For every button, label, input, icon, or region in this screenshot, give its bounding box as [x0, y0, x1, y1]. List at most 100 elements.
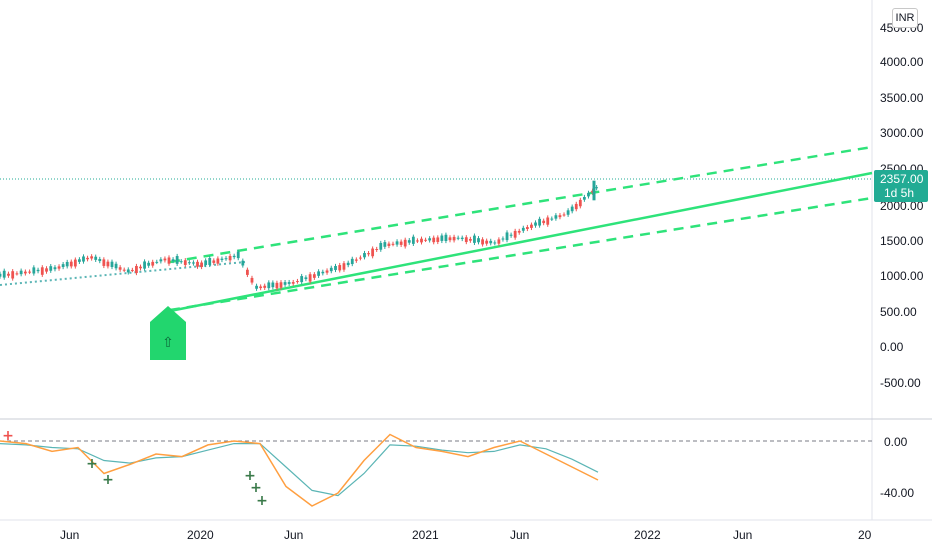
oscillator-pane[interactable]: +++ +++ [0, 428, 872, 509]
candle-body [509, 234, 513, 236]
candle-body [15, 273, 19, 275]
candle-body [505, 232, 509, 241]
candle-body [36, 269, 40, 272]
candle-body [49, 266, 53, 271]
candle-body [246, 269, 249, 275]
candle-body [574, 203, 578, 210]
candle-body [363, 253, 366, 258]
y-tick-label: 2000.00 [880, 199, 924, 213]
time-axis[interactable]: Jun 2020 Jun 2021 Jun 2022 Jun 20 [60, 528, 872, 542]
y-tick-label: 1000.00 [880, 269, 924, 283]
candle-body [57, 266, 61, 269]
candle-body [432, 237, 436, 243]
candle-body [346, 262, 350, 266]
price-pane[interactable]: ⇧ [0, 145, 873, 360]
candle-body [159, 259, 163, 262]
candle-body [151, 261, 155, 266]
candle-body [110, 261, 114, 267]
candle-body [489, 240, 493, 244]
candle-body [296, 281, 299, 283]
candle-body [275, 282, 279, 289]
candle-body [143, 261, 146, 269]
x-tick-label: 20 [858, 528, 872, 542]
candle-body [271, 282, 275, 288]
candle-body [342, 263, 346, 270]
last-candle [592, 180, 596, 201]
candle-body [130, 269, 134, 271]
candle-body [497, 239, 501, 244]
candle-body [135, 266, 138, 274]
candle-body [200, 262, 203, 267]
candle-body [7, 273, 10, 276]
candle-body [530, 224, 533, 228]
x-tick-label: Jun [733, 528, 752, 542]
candle-body [208, 257, 212, 265]
candle-body [122, 269, 126, 271]
x-tick-label: Jun [284, 528, 303, 542]
price-axis[interactable]: 4500.00 4000.00 3500.00 3000.00 2500.00 … [874, 21, 928, 500]
candle-body [304, 277, 308, 280]
candle-body [204, 260, 208, 265]
channel-upper-line [169, 145, 873, 264]
osc-tick-label: -40.00 [880, 486, 914, 500]
signal-marker[interactable]: ⇧ [150, 306, 186, 360]
candle-body [562, 214, 566, 216]
candle-body [473, 235, 476, 243]
candle-body [321, 271, 325, 274]
candle-body [312, 274, 316, 278]
candle-body [407, 240, 411, 243]
candle-body [163, 258, 167, 261]
signal-marker-shape[interactable] [150, 306, 186, 360]
candle-body [424, 239, 427, 241]
candle-body [263, 285, 267, 288]
candle-body [354, 259, 358, 261]
osc-cross-marker: + [256, 493, 268, 509]
candle-body [171, 259, 175, 262]
osc-cross-marker: + [250, 480, 262, 496]
candle-body [477, 238, 480, 243]
candle-body [69, 261, 73, 267]
candle-body [90, 256, 94, 259]
candle-body [139, 266, 142, 269]
osc-cross-marker: + [244, 468, 256, 484]
candle-body [534, 222, 537, 226]
candle-body [241, 260, 245, 266]
candle-body [460, 237, 464, 239]
y-tick-label: 1500.00 [880, 234, 924, 248]
candle-body [383, 242, 387, 247]
candle-body [452, 236, 456, 241]
candle-body [578, 199, 582, 207]
osc-cross-marker: + [102, 472, 114, 488]
candle-body [216, 258, 220, 264]
candle-body [82, 256, 85, 262]
candle-body [0, 273, 2, 277]
candle-body [300, 276, 304, 283]
candle-body [118, 267, 122, 270]
candle-body [187, 262, 191, 264]
candle-body [102, 259, 106, 266]
candle-body [308, 274, 312, 282]
osc-fast-line [0, 433, 599, 507]
x-tick-label: 2021 [412, 528, 439, 542]
candle-body [183, 260, 187, 265]
candle-body [428, 238, 432, 241]
last-price-label: 2357.00 [880, 172, 924, 186]
candle-body [587, 192, 590, 197]
candlestick-series [0, 180, 599, 291]
osc-slow-line [0, 443, 599, 497]
candle-body [566, 210, 570, 215]
candle-body [98, 258, 102, 262]
candle-body [582, 197, 586, 200]
candle-body [570, 206, 574, 212]
currency-badge[interactable]: INR [892, 8, 918, 28]
candle-body [554, 215, 558, 219]
candle-body [456, 237, 460, 239]
candle-body [481, 239, 484, 245]
candle-body [106, 261, 110, 267]
candle-body [444, 234, 448, 242]
x-tick-label: 2022 [634, 528, 661, 542]
candle-body [78, 259, 81, 262]
countdown-label: 1d 5h [884, 186, 914, 200]
channel-middle-line [169, 171, 873, 313]
